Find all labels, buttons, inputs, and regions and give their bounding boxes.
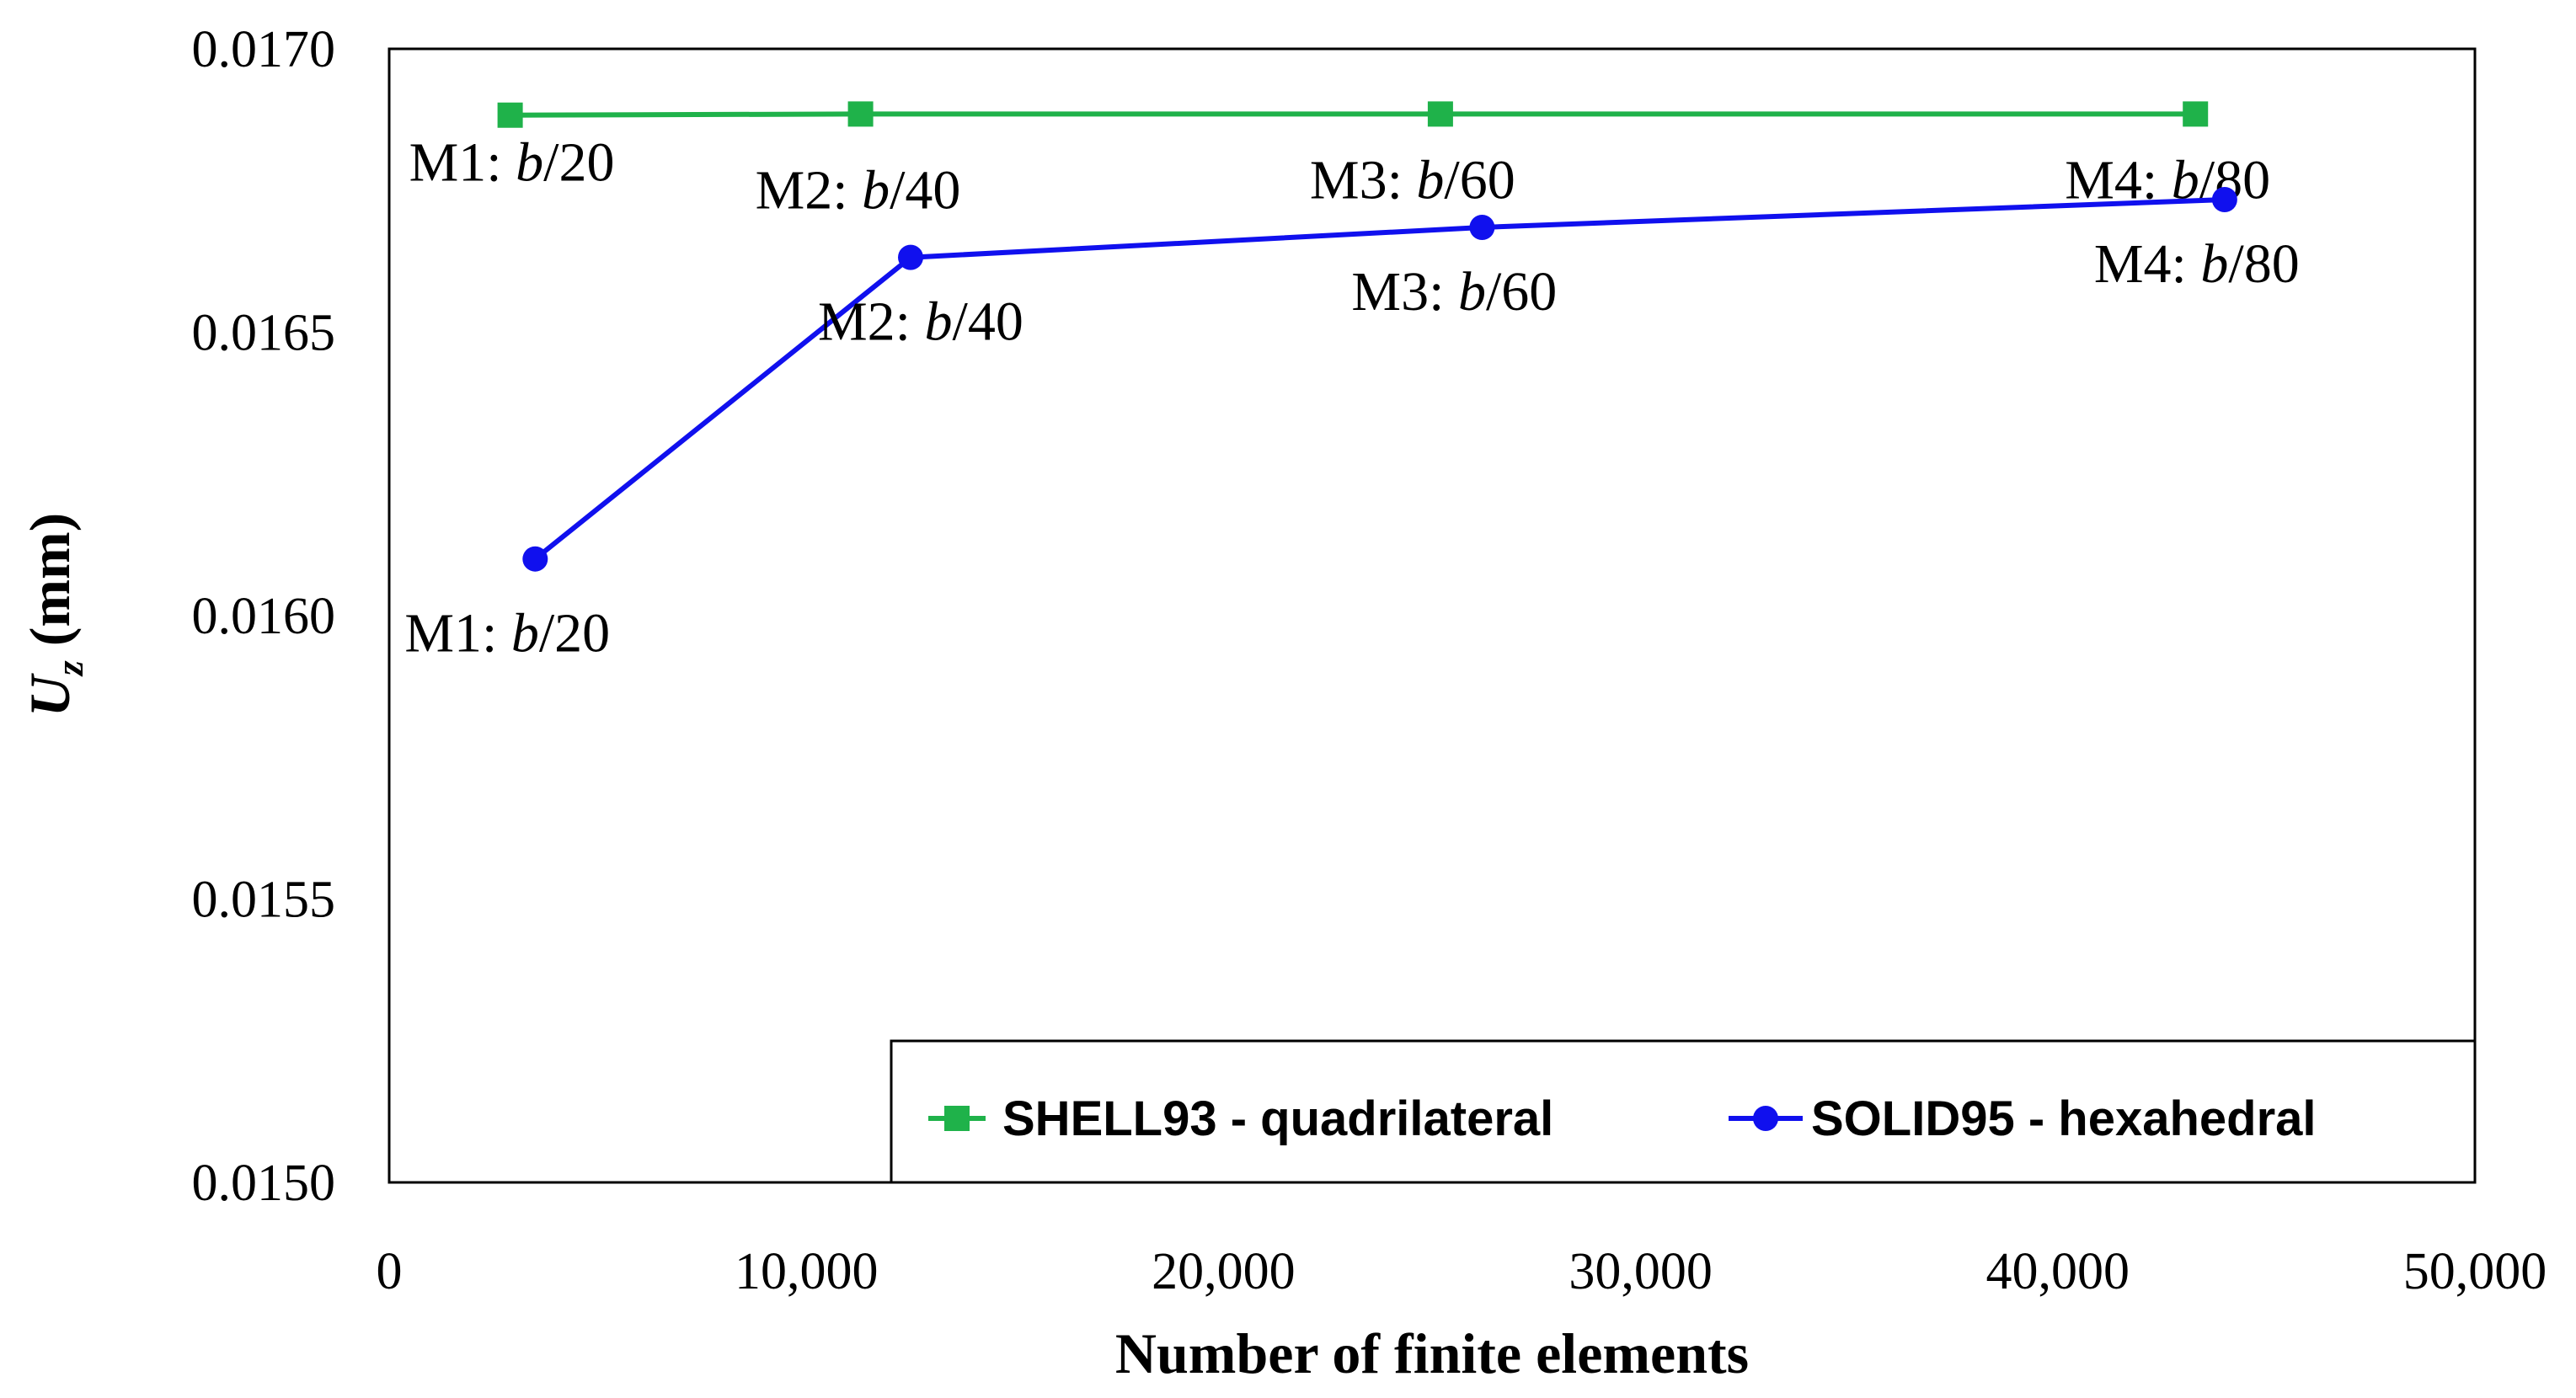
y-tick-label: 0.0155 (192, 872, 336, 929)
x-tick-label: 10,000 (735, 1243, 879, 1300)
y-axis-title-sub: z (48, 660, 91, 677)
data-point-label: M4: b/80 (2094, 233, 2300, 295)
x-axis-title: Number of finite elements (1115, 1321, 1749, 1385)
data-point-marker (522, 546, 548, 572)
y-tick-label: 0.0150 (192, 1155, 336, 1212)
legend-swatch-marker-solid95 (1753, 1106, 1778, 1131)
x-tick-label: 30,000 (1569, 1243, 1713, 1300)
y-axis-title-var: U (18, 672, 82, 717)
y-axis-title-unit: (mm) (18, 513, 82, 661)
series-line-1 (533, 197, 2226, 562)
x-tick-label: 50,000 (2403, 1243, 2547, 1300)
data-point-label: M1: b/20 (409, 132, 615, 194)
data-point-label: M2: b/40 (756, 159, 961, 221)
data-point-label: M2: b/40 (818, 291, 1023, 353)
series-layer: M1: b/20 M2: b/40 M3: b/60 M4: b/80 M1: b/20… (404, 101, 2300, 664)
x-tick-label: 0 (377, 1243, 403, 1300)
data-point-label: M1: b/20 (404, 603, 610, 664)
data-point-marker (2211, 187, 2237, 213)
y-axis-title: Uz (mm) (18, 513, 91, 718)
legend-label-solid95: SOLID95 - hexahedral (1811, 1091, 2317, 1146)
series-line-0 (510, 111, 2196, 118)
y-tick-label: 0.0165 (192, 305, 336, 362)
legend-swatch-marker-shell93 (944, 1106, 970, 1131)
legend: SHELL93 - quadrilateral SOLID95 - hexahe… (890, 1039, 2477, 1184)
y-axis: 0.0150 0.0155 0.0160 0.0165 0.0170 (192, 21, 336, 1212)
data-point-label: M3: b/60 (1310, 149, 1515, 211)
y-tick-label: 0.0170 (192, 21, 336, 78)
data-point-marker (1469, 214, 1495, 240)
data-point-marker (898, 244, 923, 270)
data-point-marker (2183, 101, 2209, 127)
data-point-marker (847, 101, 874, 127)
plot-area (387, 47, 2477, 1184)
legend-box (890, 1039, 2477, 1184)
data-point-marker (1427, 101, 1453, 127)
data-point-label: M3: b/60 (1351, 261, 1557, 323)
x-tick-label: 20,000 (1152, 1243, 1296, 1300)
y-tick-label: 0.0160 (192, 588, 336, 645)
x-axis: 0 10,000 20,000 30,000 40,000 50,000 (377, 1243, 2547, 1300)
x-tick-label: 40,000 (1986, 1243, 2130, 1300)
legend-label-shell93: SHELL93 - quadrilateral (1002, 1091, 1553, 1146)
data-point-marker (497, 102, 523, 128)
